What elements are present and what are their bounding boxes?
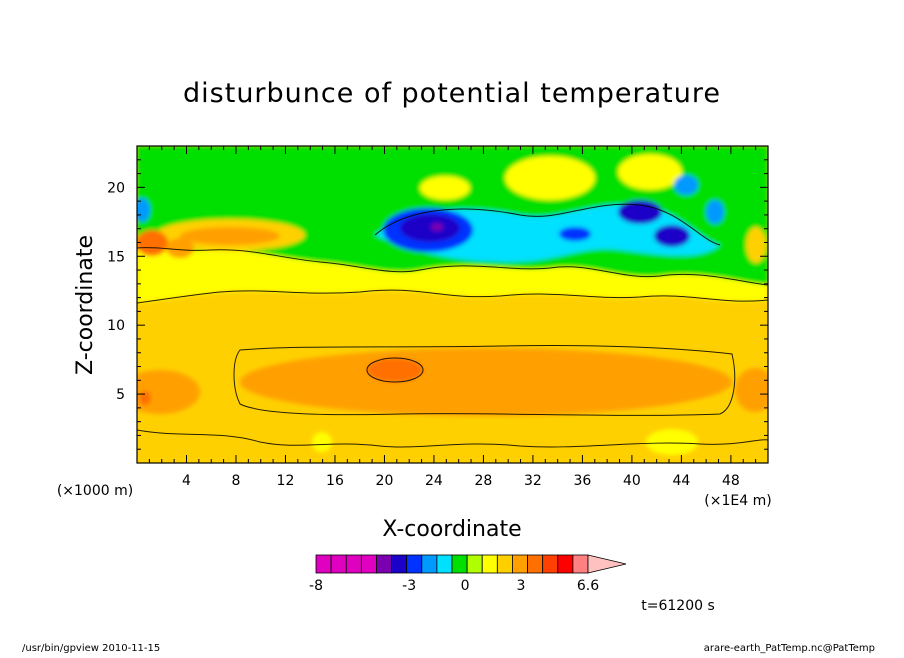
colorbar-swatch xyxy=(376,554,392,574)
warm-core-band xyxy=(240,348,732,416)
colorbar-label: 3 xyxy=(516,578,525,594)
blue-small-mid xyxy=(559,227,591,241)
colorbar-swatch xyxy=(542,554,559,574)
footer-left: /usr/bin/gpview 2010-11-15 xyxy=(22,643,160,654)
left-edge-cold xyxy=(137,198,150,222)
colorbar-swatch xyxy=(481,554,498,574)
y-axis: 5 10 15 20 xyxy=(107,159,768,450)
yellow-patch-mid xyxy=(420,176,470,200)
x-axis-label: X-coordinate xyxy=(382,517,521,542)
x-tick-label: 4 xyxy=(182,473,191,489)
left-edge-warm xyxy=(137,230,168,256)
yellow-patch-top xyxy=(505,156,595,200)
top-green-band xyxy=(137,146,768,183)
x-tick-label: 28 xyxy=(475,473,493,489)
yellow-surface-small xyxy=(312,432,332,452)
x-tick-label: 8 xyxy=(232,473,241,489)
colorbar-swatch xyxy=(436,554,453,574)
near-surface-band xyxy=(137,430,768,463)
chart-title: disturbunce of potential temperature xyxy=(183,78,721,109)
left-warm-blob xyxy=(166,238,194,258)
yellow-surface-patch xyxy=(646,429,698,455)
x-tick-label: 48 xyxy=(722,473,740,489)
colorbar-label: 6.6 xyxy=(577,578,599,594)
colorbar-label: -8 xyxy=(309,578,323,594)
colorbar-swatch xyxy=(451,554,468,574)
blue-top-right xyxy=(674,175,698,195)
colorbar-swatch xyxy=(466,554,483,574)
time-label: t=61200 s xyxy=(641,598,715,614)
contour-line-6 xyxy=(366,357,424,383)
colorbar: -8 -3 0 3 6.6 xyxy=(309,554,627,594)
x-tick-label: 36 xyxy=(573,473,591,489)
contour-line-4 xyxy=(137,429,768,448)
x-tick-label: 20 xyxy=(376,473,394,489)
x-tick-label: 44 xyxy=(672,473,690,489)
colorbar-swatch xyxy=(315,554,332,574)
footer-right: arare-earth_PatTemp.nc@PatTemp xyxy=(704,643,875,654)
x-unit-left: (×1000 m) xyxy=(57,483,133,499)
x-tick-label: 24 xyxy=(425,473,443,489)
x-tick-label: 16 xyxy=(326,473,344,489)
contour-line-1 xyxy=(137,289,768,304)
left-warm-spot xyxy=(139,391,151,405)
colorbar-label: 0 xyxy=(461,578,470,594)
purple-min xyxy=(431,223,443,231)
contour-line-3 xyxy=(233,344,736,416)
blue-right-edge xyxy=(706,200,724,224)
colorbar-extend-arrow xyxy=(587,554,627,574)
y-tick-label: 20 xyxy=(107,180,125,196)
x-tick-label: 40 xyxy=(623,473,641,489)
left-orange-core xyxy=(180,227,280,245)
y-tick-label: 5 xyxy=(116,387,125,403)
right-edge-warm xyxy=(746,227,766,263)
colorbar-swatch xyxy=(391,554,408,574)
yellow-patch-right xyxy=(618,154,682,190)
max-warm-spot xyxy=(367,358,423,382)
colorbar-swatch xyxy=(557,554,574,574)
blue-cold-right2 xyxy=(654,225,690,247)
colorbar-swatch xyxy=(572,554,589,574)
warm-left-band xyxy=(137,370,200,414)
colorbar-swatch xyxy=(527,554,544,574)
colorbar-swatch xyxy=(512,554,528,574)
colorbar-swatch xyxy=(330,554,347,574)
y-axis-label: Z-coordinate xyxy=(73,235,98,375)
colorbar-swatch xyxy=(421,554,438,574)
contour-line-2 xyxy=(137,247,768,286)
x-axis: 4 8 12 16 20 24 28 32 36 40 44 48 xyxy=(148,146,757,489)
colorbar-swatch xyxy=(360,554,377,574)
contour-line-5 xyxy=(374,203,721,246)
x-unit-right: (×1E4 m) xyxy=(704,493,771,509)
plot-fill xyxy=(137,146,768,463)
colorbar-label: -3 xyxy=(402,578,416,594)
blue-cold-right xyxy=(618,200,662,224)
deep-blue-core xyxy=(400,214,460,242)
plot-frame xyxy=(136,145,769,464)
colorbar-swatch xyxy=(496,554,513,574)
y-tick-label: 15 xyxy=(107,249,125,265)
x-tick-label: 32 xyxy=(524,473,542,489)
colorbar-swatch xyxy=(345,554,362,574)
colorbar-swatch xyxy=(406,554,423,574)
x-tick-label: 12 xyxy=(277,473,295,489)
y-tick-label: 10 xyxy=(107,318,125,334)
warm-right-band xyxy=(735,368,768,412)
